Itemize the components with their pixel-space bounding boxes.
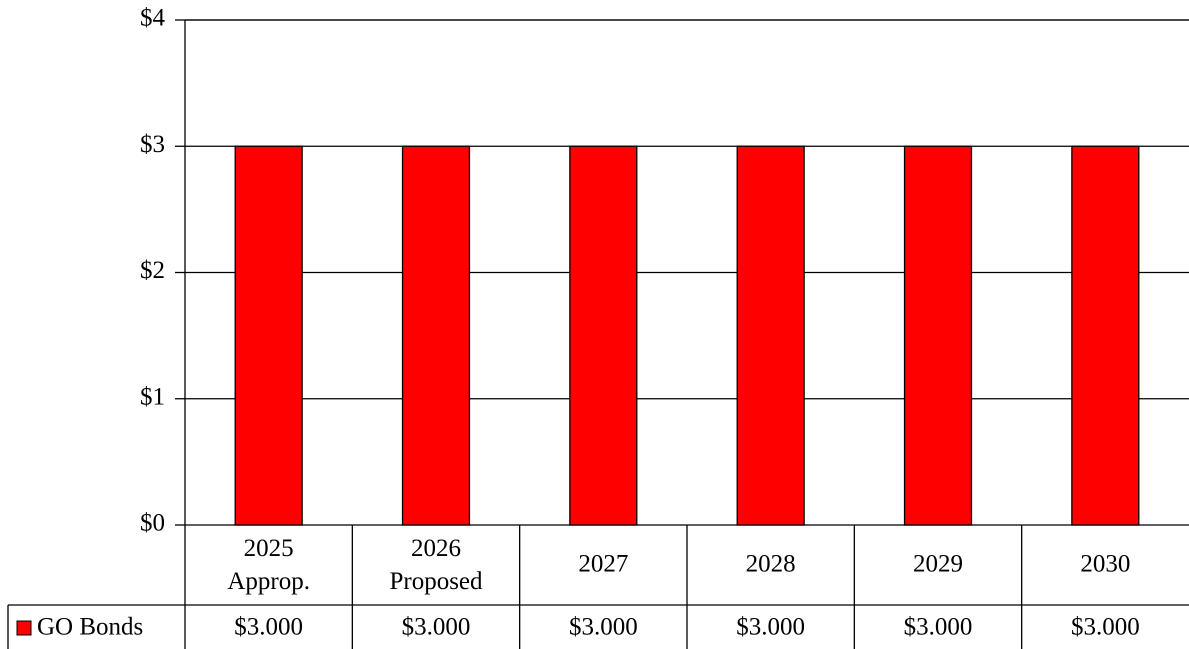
- bar: [234, 145, 303, 526]
- bar: [736, 145, 805, 526]
- data-table-value: $3.000: [904, 614, 973, 641]
- data-table-value: $3.000: [736, 614, 805, 641]
- y-tick-label: $4: [140, 5, 166, 32]
- legend-swatch: [16, 620, 32, 636]
- data-table-value: $3.000: [234, 614, 303, 641]
- bar: [903, 145, 973, 526]
- y-tick-label: $3: [140, 131, 165, 158]
- x-tick-label: 2030: [1080, 551, 1130, 578]
- data-table-value: $3.000: [569, 614, 638, 641]
- y-tick-label: $1: [140, 383, 165, 410]
- x-tick-label: 2025 Approp.: [227, 535, 310, 595]
- data-table-value: $3.000: [1071, 614, 1140, 641]
- legend-label: GO Bonds: [37, 614, 143, 641]
- data-table-value: $3.000: [402, 614, 471, 641]
- bar: [569, 145, 638, 526]
- bar: [401, 145, 471, 526]
- y-tick-label: $0: [140, 510, 165, 537]
- y-tick-label: $2: [140, 257, 165, 284]
- x-tick-label: 2027: [578, 551, 628, 578]
- x-tick-label: 2028: [746, 551, 796, 578]
- x-tick-label: 2029: [913, 551, 963, 578]
- bar: [1071, 145, 1140, 526]
- x-tick-label: 2026 Proposed: [389, 535, 483, 595]
